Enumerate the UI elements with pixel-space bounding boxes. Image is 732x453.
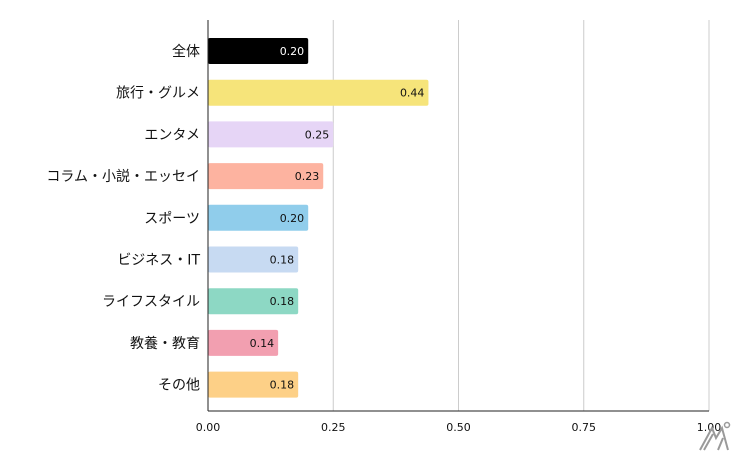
bar: [208, 204, 309, 231]
x-tick-label: 0.50: [446, 421, 471, 434]
x-tick-label: 0.00: [196, 421, 221, 434]
data-label: 0.14: [250, 337, 275, 350]
category-label: 旅行・グルメ: [116, 86, 200, 102]
category-label: ライフスタイル: [102, 294, 200, 310]
bar: [208, 371, 299, 398]
category-label: ビジネス・IT: [117, 253, 200, 269]
data-label: 0.18: [270, 254, 295, 267]
logo-icon: [699, 421, 731, 451]
category-label: 全体: [172, 43, 200, 60]
bar: [208, 163, 324, 190]
data-label: 0.18: [270, 379, 295, 392]
axes: 0.00 0.25 0.50 0.75 1.00 全体旅行・グルメエンタメコラム・小説・エ…: [46, 20, 721, 434]
data-label: 0.20: [280, 45, 305, 58]
x-tick-label: 0.75: [572, 421, 597, 434]
data-label: 0.44: [400, 87, 425, 100]
data-label: 0.18: [270, 295, 295, 308]
bars: 0.20 0.44 0.25 0.23 0.20 0.18 0.18 0.14 0.18: [208, 38, 429, 398]
category-label: 教養・教育: [130, 335, 200, 352]
bar: [208, 288, 299, 315]
category-label: スポーツ: [144, 211, 200, 227]
bar: [208, 329, 279, 356]
bar: [208, 38, 309, 64]
x-tick-label: 0.25: [321, 421, 346, 434]
data-label: 0.23: [295, 170, 320, 183]
bar: [208, 246, 299, 273]
x-tick-label: 1.00: [697, 421, 722, 434]
bar: [208, 121, 334, 148]
data-label: 0.20: [280, 212, 305, 225]
category-label: エンタメ: [144, 127, 200, 143]
category-label: その他: [158, 378, 200, 394]
bar: [208, 79, 429, 106]
data-label: 0.25: [305, 128, 330, 141]
gridlines: [332, 20, 710, 411]
category-label: コラム・小説・エッセイ: [46, 169, 200, 185]
